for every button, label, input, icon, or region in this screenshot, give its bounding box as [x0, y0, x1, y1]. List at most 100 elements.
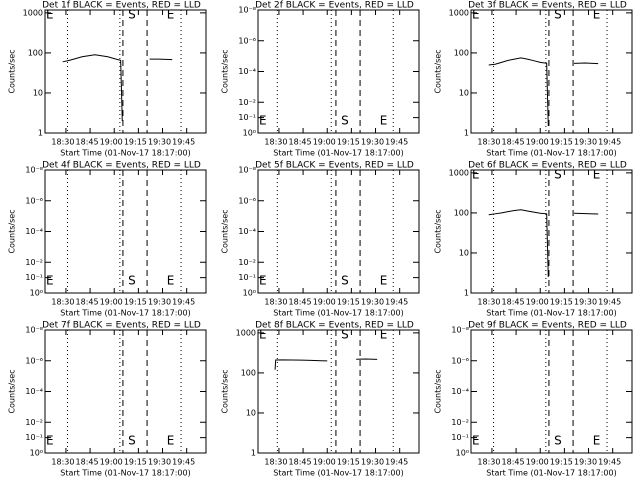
- panel: Det 3f BLACK = Events, RED = LLD 18:30 18:…: [434, 1, 633, 158]
- y-tick-label: 10⁻⁴: [238, 227, 256, 236]
- x-tick-label: 19:30: [574, 298, 597, 307]
- plot-frame: [470, 329, 633, 454]
- y-tick-label: 10⁻⁸: [238, 166, 256, 175]
- x-axis-label: Start Time (01-Nov-17 18:17:00): [486, 469, 616, 478]
- flag-label: E: [46, 434, 54, 448]
- x-tick-label: 18:30: [264, 298, 287, 307]
- x-axis-label: Start Time (01-Nov-17 18:17:00): [486, 309, 616, 318]
- x-axis-label: Start Time (01-Nov-17 18:17:00): [273, 149, 403, 158]
- x-tick-label: 18:45: [289, 138, 312, 147]
- y-tick-label: 1000: [449, 168, 469, 177]
- y-tick-label: 10⁻²: [25, 258, 43, 267]
- x-tick-label: 19:15: [124, 298, 147, 307]
- x-tick-label: 19:45: [598, 458, 621, 467]
- flag-label: E: [46, 274, 54, 288]
- x-tick-label: 19:00: [100, 298, 123, 307]
- y-tick-label: 10⁻⁸: [25, 326, 43, 335]
- x-tick-label: 18:30: [264, 458, 287, 467]
- x-tick-label: 19:45: [385, 138, 408, 147]
- x-tick-label: 18:30: [51, 138, 74, 147]
- y-tick-label: 10⁰: [456, 449, 469, 458]
- y-tick-label: 1: [38, 129, 43, 138]
- flag-label: S: [341, 274, 349, 288]
- y-tick-label: 100: [454, 208, 469, 217]
- x-tick-label: 19:45: [598, 298, 621, 307]
- y-tick-label: 10⁻²: [451, 418, 469, 427]
- y-tick-label: 10: [33, 88, 43, 97]
- x-tick-label: 19:15: [550, 458, 573, 467]
- y-axis-label: Counts/sec: [8, 209, 17, 253]
- y-tick-label: 10⁻⁸: [25, 166, 43, 175]
- y-axis-label: Counts/sec: [8, 369, 17, 413]
- x-tick-label: 19:45: [172, 138, 195, 147]
- y-tick-label: 10⁻⁶: [25, 196, 43, 205]
- x-axis-label: Start Time (01-Nov-17 18:17:00): [273, 469, 403, 478]
- panel-title: Det 8f BLACK = Events, RED = LLD: [255, 321, 414, 331]
- y-tick-label: 10⁻²: [238, 98, 256, 107]
- panel-title: Det 9f BLACK = Events, RED = LLD: [468, 321, 627, 331]
- x-tick-label: 18:45: [502, 298, 525, 307]
- flag-label: S: [554, 434, 562, 448]
- y-tick-label: 10⁻⁶: [238, 36, 256, 45]
- flag-label: E: [167, 274, 175, 288]
- y-tick-label: 10⁻¹: [25, 273, 43, 282]
- x-tick-label: 19:00: [526, 138, 549, 147]
- x-tick-label: 18:30: [477, 298, 500, 307]
- flag-label: E: [593, 434, 601, 448]
- x-tick-label: 19:15: [337, 138, 360, 147]
- y-tick-label: 10⁻²: [238, 258, 256, 267]
- y-tick-label: 10⁻¹: [238, 113, 256, 122]
- flag-label: E: [259, 328, 267, 342]
- y-tick-label: 10⁰: [30, 449, 43, 458]
- flag-label: S: [554, 168, 562, 182]
- y-tick-label: 10⁰: [30, 289, 43, 298]
- flag-label: S: [128, 8, 136, 22]
- panel-title: Det 6f BLACK = Events, RED = LLD: [468, 161, 627, 171]
- panel: Det 5f BLACK = Events, RED = LLD 18:30 18:…: [221, 161, 420, 318]
- x-tick-label: 19:00: [313, 138, 336, 147]
- y-tick-label: 100: [454, 48, 469, 57]
- x-tick-label: 18:45: [76, 298, 99, 307]
- x-tick-label: 18:30: [51, 298, 74, 307]
- y-tick-label: 10: [459, 88, 469, 97]
- panel-title: Det 2f BLACK = Events, RED = LLD: [255, 1, 414, 11]
- x-tick-label: 19:45: [598, 138, 621, 147]
- flag-label: E: [167, 8, 175, 22]
- y-tick-label: 1000: [23, 8, 43, 17]
- flag-label: E: [593, 8, 601, 22]
- x-tick-label: 19:15: [550, 138, 573, 147]
- y-axis-label: Counts/sec: [221, 209, 230, 253]
- x-tick-label: 18:30: [477, 458, 500, 467]
- y-tick-label: 10⁰: [243, 129, 256, 138]
- plot-frame: [44, 329, 207, 454]
- x-tick-label: 18:45: [289, 298, 312, 307]
- data-line: [488, 209, 549, 278]
- y-tick-label: 10⁻⁶: [451, 356, 469, 365]
- x-tick-label: 18:30: [477, 138, 500, 147]
- panel-title: Det 1f BLACK = Events, RED = LLD: [42, 1, 201, 11]
- x-tick-label: 19:15: [337, 458, 360, 467]
- data-line: [574, 212, 599, 215]
- x-tick-label: 19:00: [526, 298, 549, 307]
- panel-title: Det 3f BLACK = Events, RED = LLD: [468, 1, 627, 11]
- x-tick-label: 19:30: [148, 298, 171, 307]
- plot-frame: [470, 9, 633, 134]
- x-tick-label: 19:30: [148, 458, 171, 467]
- data-line: [574, 62, 599, 65]
- y-tick-label: 1: [464, 289, 469, 298]
- flag-label: S: [341, 114, 349, 128]
- panel: Det 2f BLACK = Events, RED = LLD 18:30 18:…: [221, 1, 420, 158]
- x-axis-label: Start Time (01-Nov-17 18:17:00): [60, 469, 190, 478]
- data-line: [274, 359, 328, 370]
- flag-label: E: [259, 114, 267, 128]
- x-axis-label: Start Time (01-Nov-17 18:17:00): [273, 309, 403, 318]
- y-axis-label: Counts/sec: [434, 369, 443, 413]
- x-tick-label: 19:00: [313, 458, 336, 467]
- flag-label: S: [341, 328, 349, 342]
- y-tick-label: 10⁻¹: [25, 433, 43, 442]
- y-axis-label: Counts/sec: [434, 49, 443, 93]
- y-tick-label: 10⁻⁴: [25, 227, 43, 236]
- flag-label: E: [259, 274, 267, 288]
- x-tick-label: 19:45: [385, 458, 408, 467]
- x-tick-label: 19:00: [313, 298, 336, 307]
